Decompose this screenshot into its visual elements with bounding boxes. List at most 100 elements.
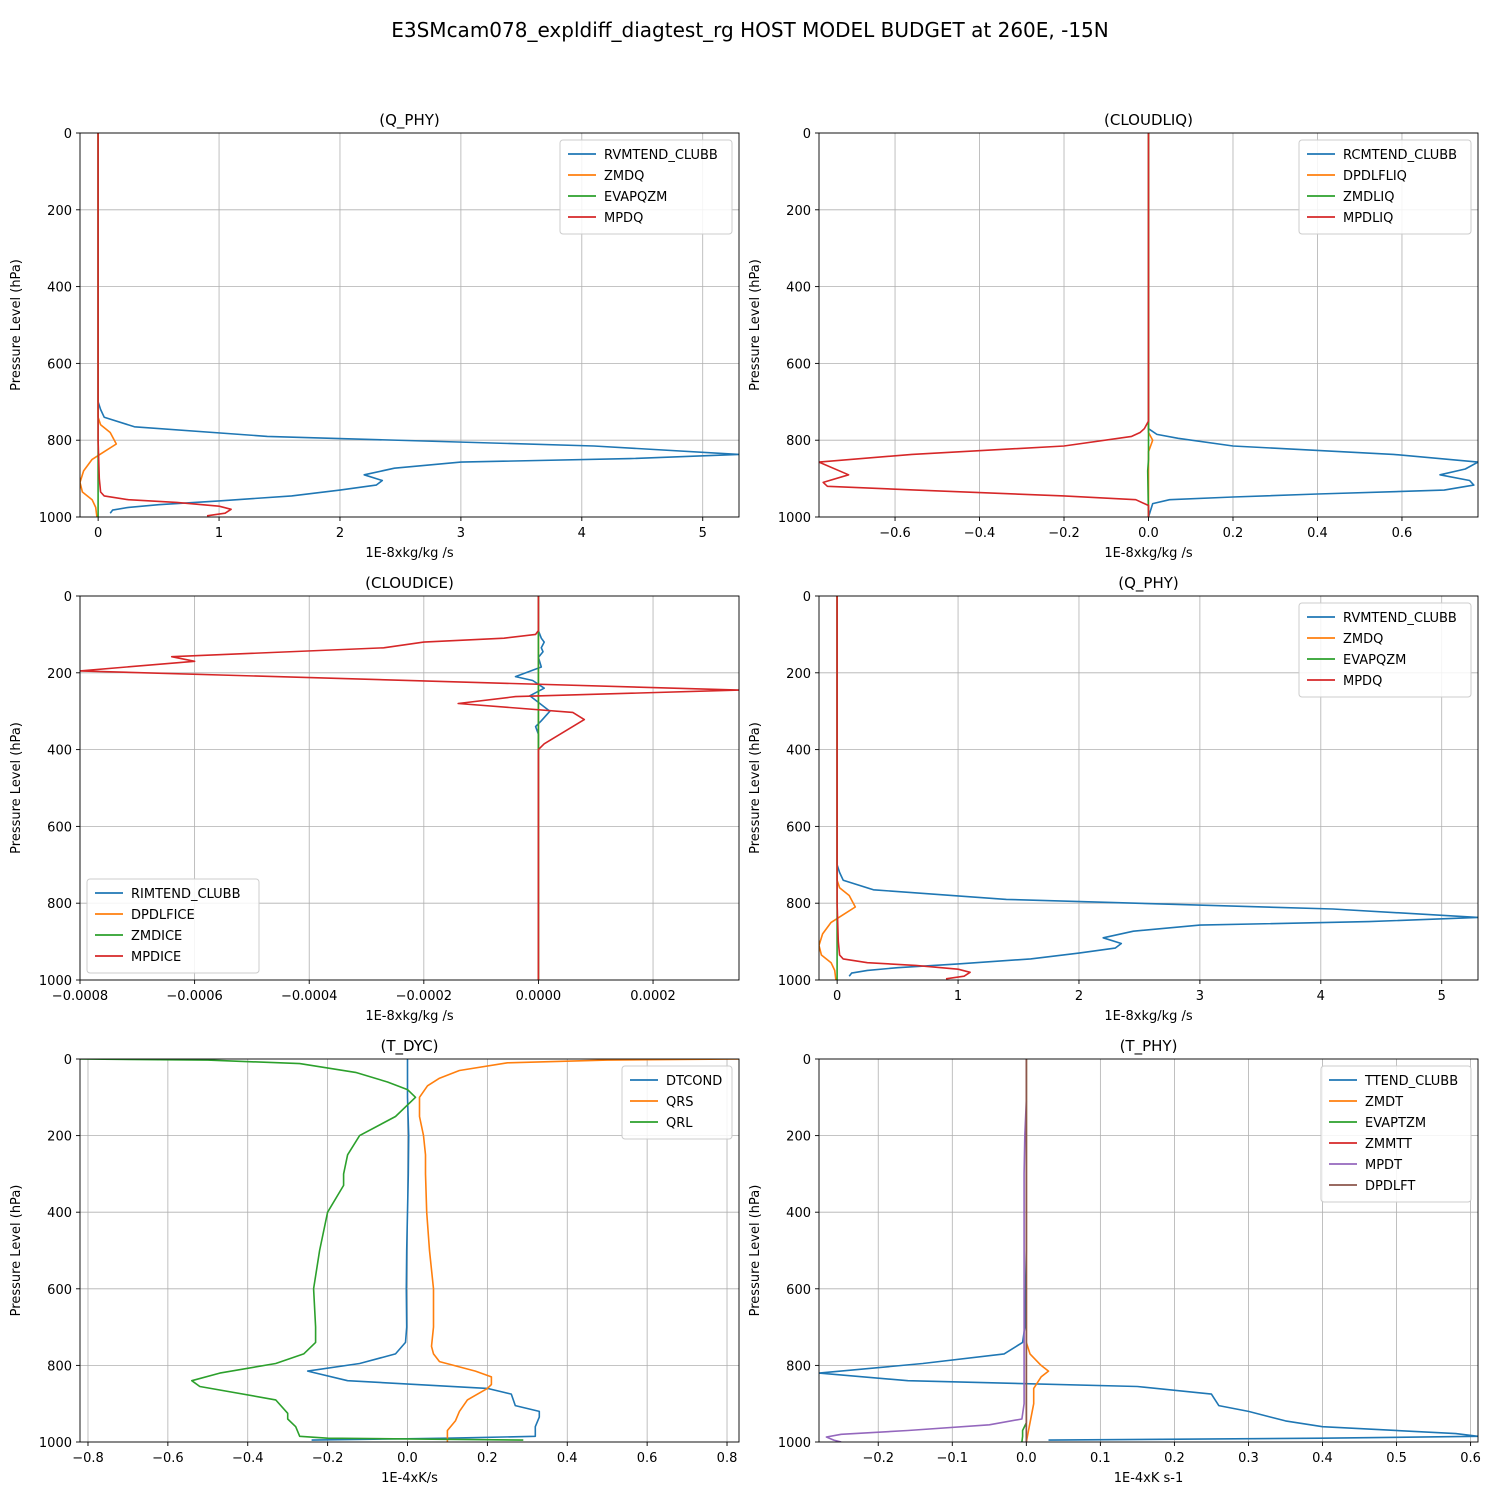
x-tick-label: −0.0006 (166, 989, 222, 1004)
legend: RIMTEND_CLUBB DPDLFICE ZMDICE MPDICE (86, 878, 260, 974)
y-axis-label: Pressure Level (hPa) (748, 1185, 763, 1317)
y-tick-label: 600 (786, 820, 811, 835)
panel-title: (CLOUDLIQ) (1104, 111, 1193, 129)
x-tick-label: 0.4 (557, 1451, 578, 1466)
panel-title: (T_PHY) (1120, 1037, 1178, 1056)
legend-entry: EVAPTZM (1365, 1116, 1426, 1131)
y-tick-label: 0 (64, 1053, 72, 1068)
x-tick-label: −0.0008 (52, 989, 108, 1004)
legend-entry: MPDT (1365, 1158, 1402, 1173)
x-axis-label: 1E-8xkg/kg /s (365, 546, 454, 561)
x-tick-label: 0.4 (1307, 526, 1328, 541)
panel-3: −0.0008 −0.0006 −0.0004 −0.0002 0.0000 0.0002… (9, 574, 740, 1024)
y-tick-label: 200 (786, 1130, 811, 1145)
x-tick-label: 0.0 (1138, 526, 1159, 541)
y-tick-label: 0 (64, 127, 72, 142)
y-tick-label: 0 (803, 127, 811, 142)
legend-entry: QRS (666, 1095, 694, 1110)
y-tick-label: 1000 (39, 1436, 72, 1451)
y-tick-label: 1000 (39, 974, 72, 989)
y-tick-label: 800 (47, 434, 72, 449)
y-tick-label: 400 (47, 744, 72, 759)
axes-frame (79, 132, 740, 518)
y-tick-label: 200 (786, 667, 811, 682)
y-tick-label: 0 (803, 590, 811, 605)
legend-entry: MPDICE (131, 950, 181, 965)
series-line-mpdice (80, 596, 739, 980)
x-tick-label: −0.4 (232, 1451, 264, 1466)
legend-entry: ZMDICE (131, 929, 182, 944)
y-tick-label: 1000 (778, 1436, 811, 1451)
legend-entry: MPDLIQ (1343, 211, 1393, 226)
y-axis-label: Pressure Level (hPa) (748, 259, 763, 391)
series-line-mpdq (97, 133, 232, 517)
y-axis-label: Pressure Level (hPa) (9, 1185, 24, 1317)
x-tick-label: 3 (1196, 989, 1204, 1004)
legend-entry: MPDQ (1343, 674, 1382, 689)
series-line-mpdq (836, 596, 971, 980)
panel-1: 0 1 2 3 4 5 0 200 400 600 800 1000 (Q_PHY) 1E-8xkg/kg… (9, 111, 740, 561)
x-axis-label: 1E-4xK s-1 (1114, 1471, 1184, 1486)
x-tick-label: 0.0 (397, 1451, 418, 1466)
legend-entry: RIMTEND_CLUBB (131, 887, 241, 902)
y-tick-label: 600 (786, 1283, 811, 1298)
x-tick-label: −0.1 (936, 1451, 968, 1466)
panel-2: −0.6 −0.4 −0.2 0.0 0.2 0.4 0.6 0 200 400 600 800 100… (748, 111, 1479, 561)
legend-entry: DTCOND (666, 1074, 722, 1089)
x-tick-label: −0.0004 (281, 989, 337, 1004)
legend-entry: DPDLFICE (131, 908, 195, 923)
y-tick-label: 1000 (778, 511, 811, 526)
y-tick-label: 800 (47, 1359, 72, 1374)
x-axis-label: 1E-8xkg/kg /s (365, 1009, 454, 1024)
axes-frame (79, 1058, 740, 1443)
legend-entry: RCMTEND_CLUBB (1343, 148, 1457, 163)
series-line-rimtend-clubb (514, 596, 551, 980)
x-tick-label: −0.8 (72, 1451, 104, 1466)
series-line-qrs (418, 1059, 739, 1442)
y-axis-label: Pressure Level (hPa) (9, 259, 24, 391)
y-tick-label: 800 (786, 1359, 811, 1374)
y-tick-label: 200 (47, 204, 72, 219)
legend-entry: EVAPQZM (604, 190, 667, 205)
x-tick-label: 0.2 (1164, 1451, 1185, 1466)
legend-entry: ZMDT (1365, 1095, 1403, 1110)
legend-entry: DPDLFT (1365, 1179, 1415, 1194)
x-tick-label: 0 (833, 989, 841, 1004)
x-tick-label: 5 (1438, 989, 1446, 1004)
y-tick-label: 1000 (39, 511, 72, 526)
legend: DTCOND QRS QRL (621, 1065, 733, 1140)
panel-title: (Q_PHY) (379, 111, 440, 130)
x-tick-label: 4 (578, 526, 586, 541)
x-tick-label: 2 (336, 526, 344, 541)
series-line-qrl (80, 1059, 524, 1441)
legend: RVMTEND_CLUBB ZMDQ EVAPQZM MPDQ (1298, 602, 1472, 698)
series-line-dtcond (306, 1059, 541, 1441)
y-tick-label: 200 (47, 1130, 72, 1145)
legend-entry: ZMDLIQ (1343, 190, 1394, 205)
x-tick-label: 1 (215, 526, 223, 541)
x-tick-label: 0.5 (1386, 1451, 1407, 1466)
y-tick-label: 600 (47, 357, 72, 372)
panel-4: 0 1 2 3 4 5 0 200 400 600 800 1000 (Q_PHY) 1E-8xkg/kg… (748, 574, 1479, 1024)
series-line-zmdt (1025, 1059, 1050, 1442)
x-tick-label: −0.2 (1048, 526, 1080, 541)
panel-title: (T_DYC) (381, 1037, 439, 1056)
legend: RCMTEND_CLUBB DPDLFLIQ ZMDLIQ MPDLIQ (1298, 139, 1472, 235)
x-tick-label: 4 (1317, 989, 1325, 1004)
x-tick-label: −0.6 (152, 1451, 184, 1466)
legend: RVMTEND_CLUBB ZMDQ EVAPQZM MPDQ (559, 139, 733, 235)
legend-entry: RVMTEND_CLUBB (1343, 611, 1457, 626)
legend-entry: QRL (666, 1116, 693, 1131)
y-tick-label: 400 (786, 1206, 811, 1221)
panel-5: −0.8 −0.6 −0.4 −0.2 0.0 0.2 0.4 0.6 0.8 0 200 400 60… (9, 1037, 740, 1486)
y-tick-label: 400 (786, 744, 811, 759)
x-tick-label: 0 (94, 526, 102, 541)
y-axis-label: Pressure Level (hPa) (748, 722, 763, 854)
legend-entry: DPDLFLIQ (1343, 169, 1407, 184)
x-tick-label: 0.6 (637, 1451, 658, 1466)
axes-frame (818, 1058, 1479, 1443)
x-tick-label: 2 (1075, 989, 1083, 1004)
x-tick-label: 5 (699, 526, 707, 541)
y-tick-label: 0 (64, 590, 72, 605)
